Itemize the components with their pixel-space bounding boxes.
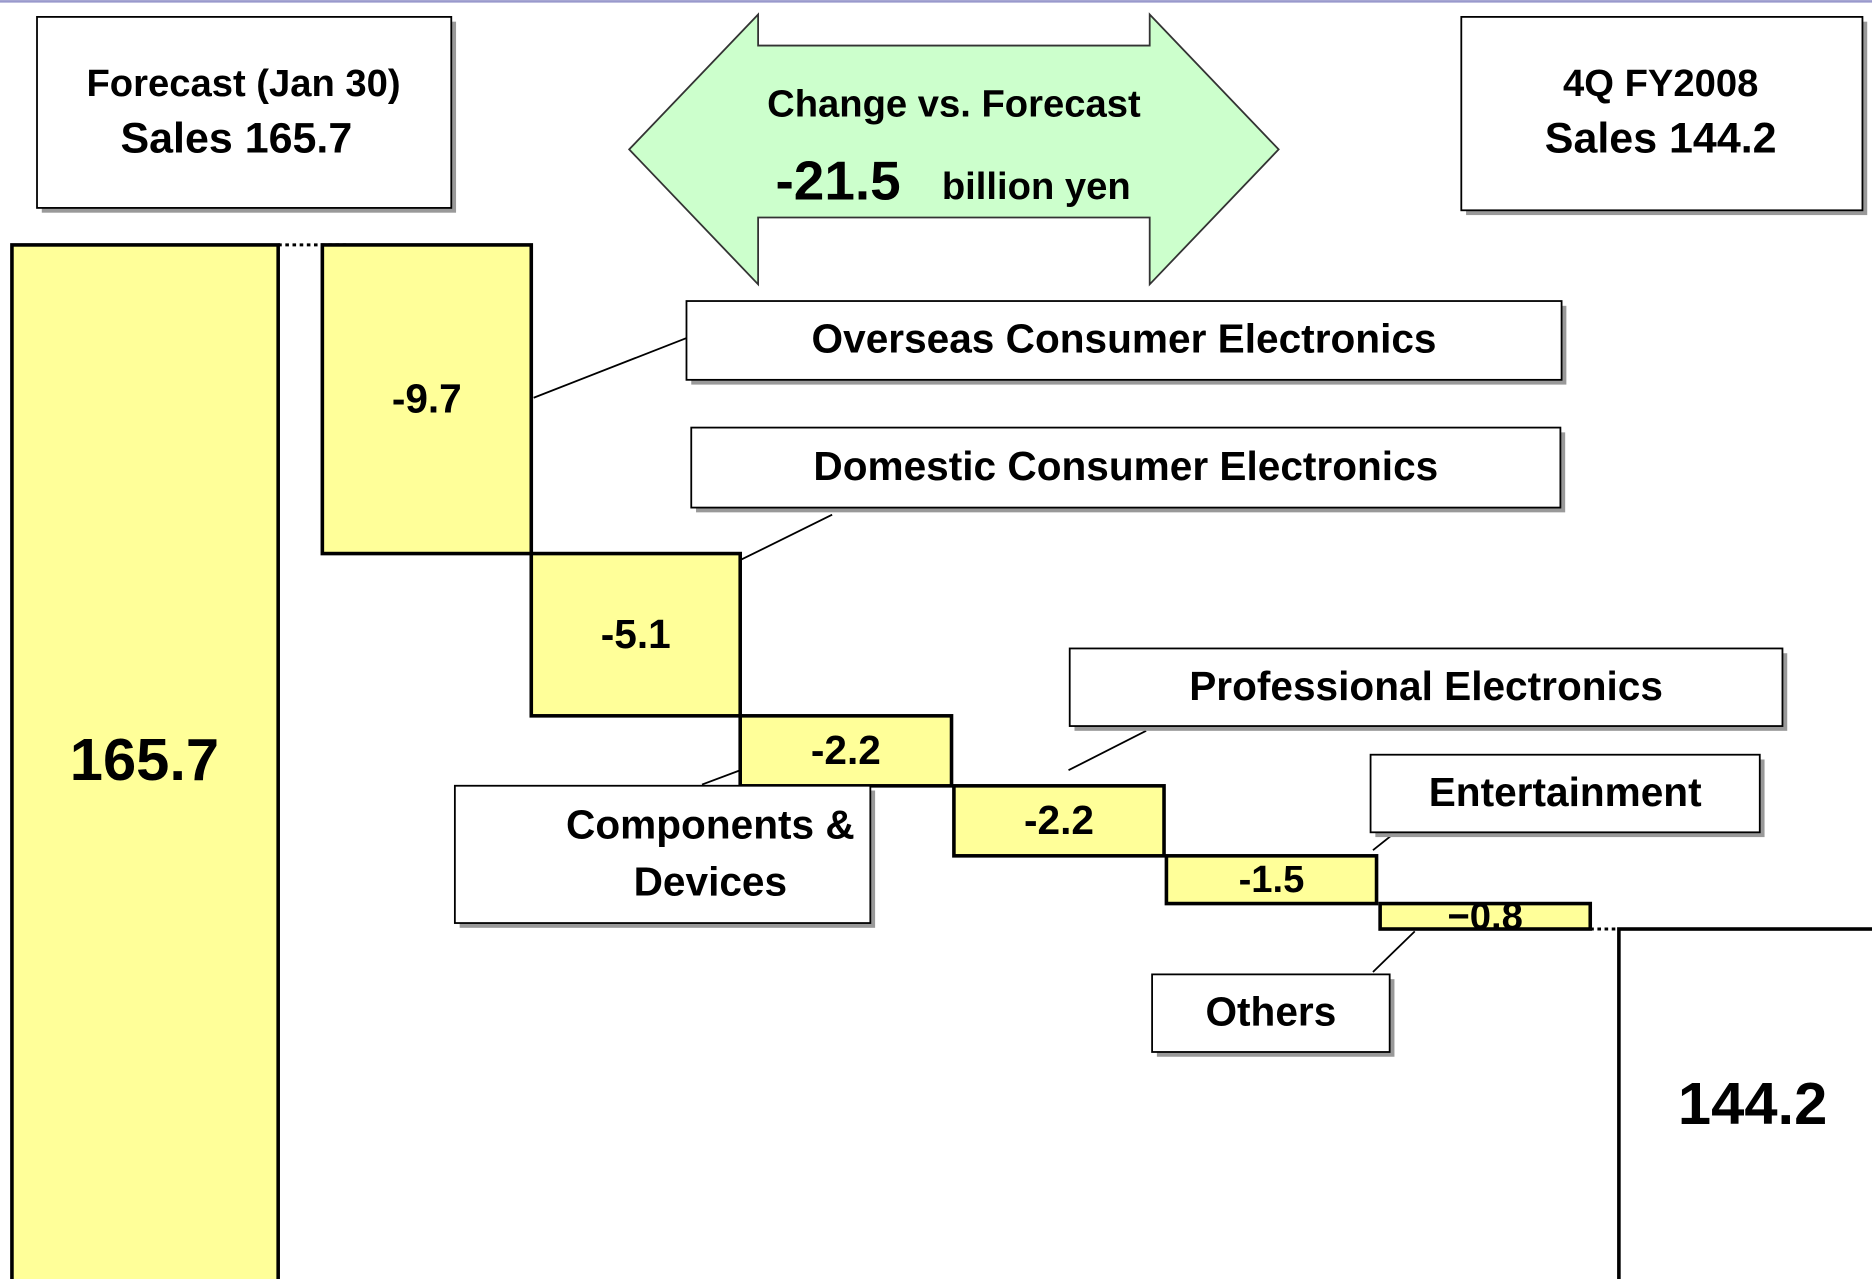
- step-bar: [320, 243, 534, 556]
- step-value-label: -5.1: [601, 611, 671, 657]
- callout: Components & Devices: [566, 802, 855, 905]
- step-value-label: -2.2: [1024, 797, 1094, 843]
- start-box-line1: Forecast (Jan 30): [86, 62, 400, 105]
- start-value-label: 165.7: [70, 726, 219, 793]
- step-value-label: -2.2: [811, 727, 881, 773]
- callout: Entertainment: [1428, 769, 1702, 816]
- step-value-label: -9.7: [392, 375, 462, 421]
- callout-box: [1151, 973, 1391, 1053]
- end-bar: [1617, 927, 1872, 1279]
- leader-line: [1372, 930, 1416, 973]
- end-box: [1460, 15, 1864, 212]
- step-bar: [529, 551, 742, 718]
- step-bar: [738, 714, 954, 788]
- callout-label: Entertainment: [1428, 769, 1702, 816]
- callout-box: [690, 426, 1562, 509]
- callout-box: [453, 784, 872, 924]
- callout: Domestic Consumer Electronics: [813, 443, 1439, 490]
- step-bar: [952, 784, 1166, 858]
- callout-label: Components & Devices: [566, 802, 855, 905]
- change-value: -21.5: [776, 150, 901, 212]
- leader-line: [701, 769, 741, 786]
- leader-line: [533, 337, 687, 399]
- change-unit: billion yen: [942, 165, 1131, 208]
- leader-line: [1372, 835, 1392, 851]
- end-box-line2: Sales 144.2: [1545, 114, 1777, 162]
- callout: Professional Electronics: [1189, 663, 1663, 709]
- end-value-label: 144.2: [1678, 1070, 1827, 1137]
- callout-label: Professional Electronics: [1189, 663, 1663, 709]
- start-box: [36, 15, 453, 209]
- callout: Overseas Consumer Electronics: [811, 316, 1437, 363]
- leader-line: [1068, 730, 1147, 772]
- step-bar: [1378, 901, 1593, 931]
- callout-label: Overseas Consumer Electronics: [811, 316, 1437, 363]
- callout-label: Domestic Consumer Electronics: [813, 443, 1439, 490]
- change-heading: Change vs. Forecast: [767, 83, 1141, 126]
- step-value-label: -1.5: [1239, 858, 1305, 901]
- change-arrow: [627, 12, 1280, 287]
- start-box-line2: Sales 165.7: [121, 114, 353, 162]
- callout-label: Others: [1205, 989, 1337, 1035]
- end-box-line1: 4Q FY2008: [1563, 62, 1758, 105]
- start-bar: [10, 243, 280, 1279]
- step-value-label: −0.8: [1447, 895, 1522, 938]
- callout: Others: [1205, 989, 1337, 1035]
- callout-box: [1369, 753, 1761, 834]
- leader-line: [739, 513, 833, 561]
- callout-box: [1068, 647, 1784, 727]
- callout-box: [685, 300, 1563, 381]
- step-bar: [1164, 854, 1379, 906]
